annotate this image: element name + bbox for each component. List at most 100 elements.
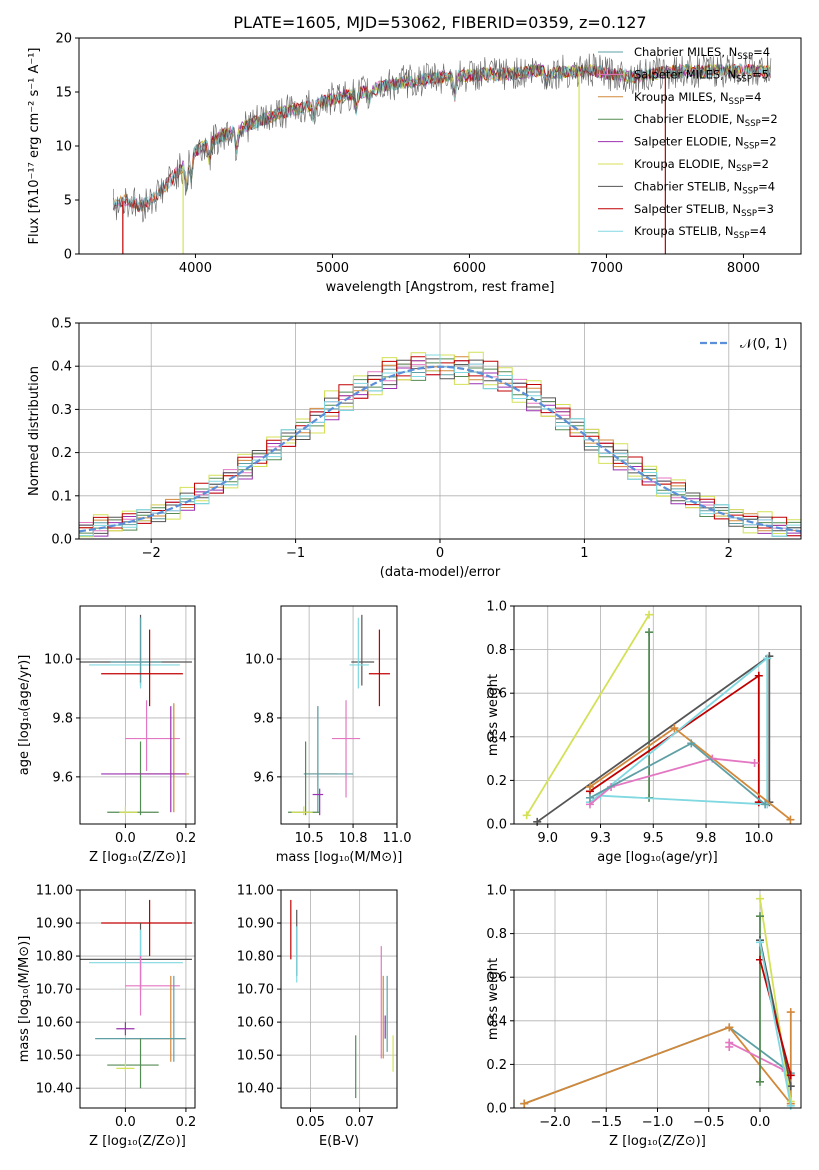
y-tick-label: 15	[55, 86, 72, 101]
weight-marker	[687, 739, 696, 748]
x-tick-label: 0.2	[176, 1115, 197, 1130]
y-tick-label: 10.50	[36, 1049, 73, 1064]
y-tick-label: 0.4	[51, 360, 72, 375]
legend-label: Chabrier STELIB, NSSP=4	[634, 179, 775, 196]
y-tick-label: 1.0	[486, 884, 507, 899]
y-tick-label: 0.6	[486, 971, 507, 986]
axes-frame	[280, 605, 398, 825]
y-axis-label: mass weight	[486, 674, 501, 756]
weight-line	[589, 757, 755, 806]
x-tick-label: −1	[286, 546, 305, 561]
y-tick-label: 0.2	[486, 774, 507, 789]
weight-marker	[520, 1099, 529, 1108]
weight-marker	[645, 610, 654, 619]
legend-label: Salpeter MILES, NSSP=5	[634, 67, 769, 84]
legend-label: Chabrier ELODIE, NSSP=2	[634, 112, 778, 129]
y-tick-label: 0.4	[486, 1014, 507, 1029]
y-axis-label: Normed distribution	[27, 366, 42, 496]
weight-line	[525, 614, 650, 816]
y-tick-label: 0	[64, 248, 72, 263]
y-tick-label: 10.90	[36, 917, 73, 932]
x-tick-label: 0.07	[345, 1115, 374, 1130]
x-tick-label: 0	[436, 546, 444, 561]
x-tick-label: −0.5	[693, 1115, 725, 1130]
plot-area	[522, 610, 795, 826]
weight-marker	[786, 1071, 795, 1080]
y-tick-label: 10.0	[44, 653, 73, 668]
normal-curve	[79, 365, 801, 533]
axes-frame	[79, 605, 196, 825]
weight-line	[589, 656, 769, 806]
weight-marker	[786, 815, 795, 824]
legend: Chabrier MILES, NSSP=4 Salpeter MILES, NS…	[598, 45, 778, 241]
y-tick-label: 10.70	[36, 983, 73, 998]
plot-area	[290, 899, 394, 1099]
panel-age_vs_mass: 10.5 10.8 11.0 9.6 9.8 10.0 mass [log₁₀(M/M⊙)]	[245, 605, 411, 865]
x-tick-label: 0.05	[296, 1115, 325, 1130]
legend-label: Kroupa ELODIE, NSSP=2	[634, 157, 769, 174]
weight-marker	[585, 793, 594, 802]
plot-area	[79, 351, 801, 538]
panel-weight_vs_Z: −2.0 −1.5 −1.0 −0.5 0.0 0.0 0.2 0.4 0.6 0.8 1.0 Z […	[486, 884, 802, 1149]
panel-residuals: −2 −1 0 1 2 0.0 0.1 0.2 0.3 0.4 0.5 (data-model)/er…	[27, 317, 802, 580]
y-tick-label: 0.3	[51, 403, 72, 418]
weight-marker	[750, 758, 759, 767]
axes-frame	[79, 889, 196, 1109]
y-tick-label: 0.2	[486, 1058, 507, 1073]
x-tick-label: 10.8	[339, 831, 368, 846]
y-tick-label: 9.8	[52, 711, 73, 726]
weight-marker	[754, 671, 763, 680]
x-axis-label: Z [log₁₀(Z/Z⊙)]	[609, 1134, 706, 1149]
y-tick-label: 10.90	[237, 917, 274, 932]
x-tick-label: 9.8	[696, 831, 717, 846]
plot-area	[112, 53, 772, 254]
weight-marker	[756, 894, 764, 903]
x-axis-label: Z [log₁₀(Z/Z⊙)]	[89, 850, 186, 865]
y-axis-label: age [log₁₀(age/yr)]	[17, 655, 32, 776]
weight-marker	[763, 654, 772, 663]
x-axis-label: mass [log₁₀(M/M⊙)]	[276, 850, 403, 865]
y-tick-label: 0.5	[51, 317, 72, 332]
legend-label: Kroupa STELIB, NSSP=4	[634, 224, 766, 241]
y-axis-label: mass [log₁₀(M/M⊙)]	[17, 936, 32, 1063]
chart-title: PLATE=1605, MJD=53062, FIBERID=0359, z=0…	[233, 13, 646, 32]
weight-marker	[725, 1023, 734, 1032]
weight-marker	[756, 912, 764, 921]
legend-label: Salpeter ELODIE, NSSP=2	[634, 135, 777, 152]
x-axis-label: E(B-V)	[319, 1134, 359, 1149]
y-tick-label: 10.40	[237, 1082, 274, 1097]
y-axis-label: mass weight	[486, 958, 501, 1040]
y-tick-label: 0.0	[486, 1102, 507, 1117]
x-tick-label: −1.5	[590, 1115, 622, 1130]
x-tick-label: 10.0	[744, 831, 773, 846]
x-tick-label: 2	[725, 546, 733, 561]
y-tick-label: 9.6	[253, 770, 274, 785]
x-tick-label: 5000	[316, 261, 349, 276]
y-tick-label: 20	[55, 32, 72, 47]
legend-label: 𝒩(0, 1)	[740, 337, 787, 352]
axes-frame	[280, 889, 398, 1109]
panel-age_vs_Z: 0.0 0.2 9.6 9.8 10.0 Z [log₁₀(Z/Z⊙)] age [log₁…	[17, 605, 197, 865]
y-tick-label: 10.70	[237, 983, 274, 998]
y-tick-label: 10.80	[36, 950, 73, 965]
x-tick-label: 9.5	[643, 831, 664, 846]
y-tick-label: 0.1	[51, 489, 72, 504]
x-tick-label: 7000	[590, 261, 623, 276]
weight-line	[759, 939, 792, 1087]
x-axis-label: age [log₁₀(age/yr)]	[597, 850, 718, 865]
x-tick-label: 9.0	[537, 831, 558, 846]
x-axis-label: (data-model)/error	[380, 565, 501, 580]
x-tick-label: 0.0	[750, 1115, 771, 1130]
y-axis-label: Flux [fλ10⁻¹⁷ erg cm⁻² s⁻¹ A⁻¹]	[27, 48, 42, 245]
y-tick-label: 10.60	[36, 1016, 73, 1031]
panel-spectrum: 4000 5000 6000 7000 8000 0 5 10 15 20 wavelength […	[27, 13, 802, 295]
y-tick-label: 10.60	[237, 1016, 274, 1031]
y-tick-label: 10.0	[245, 653, 274, 668]
x-tick-label: 0.2	[176, 831, 197, 846]
weight-marker	[761, 800, 770, 809]
plot-area	[80, 614, 192, 816]
y-tick-label: 11.00	[237, 884, 274, 899]
x-tick-label: 10.5	[295, 831, 324, 846]
spectrum-line	[113, 53, 772, 223]
